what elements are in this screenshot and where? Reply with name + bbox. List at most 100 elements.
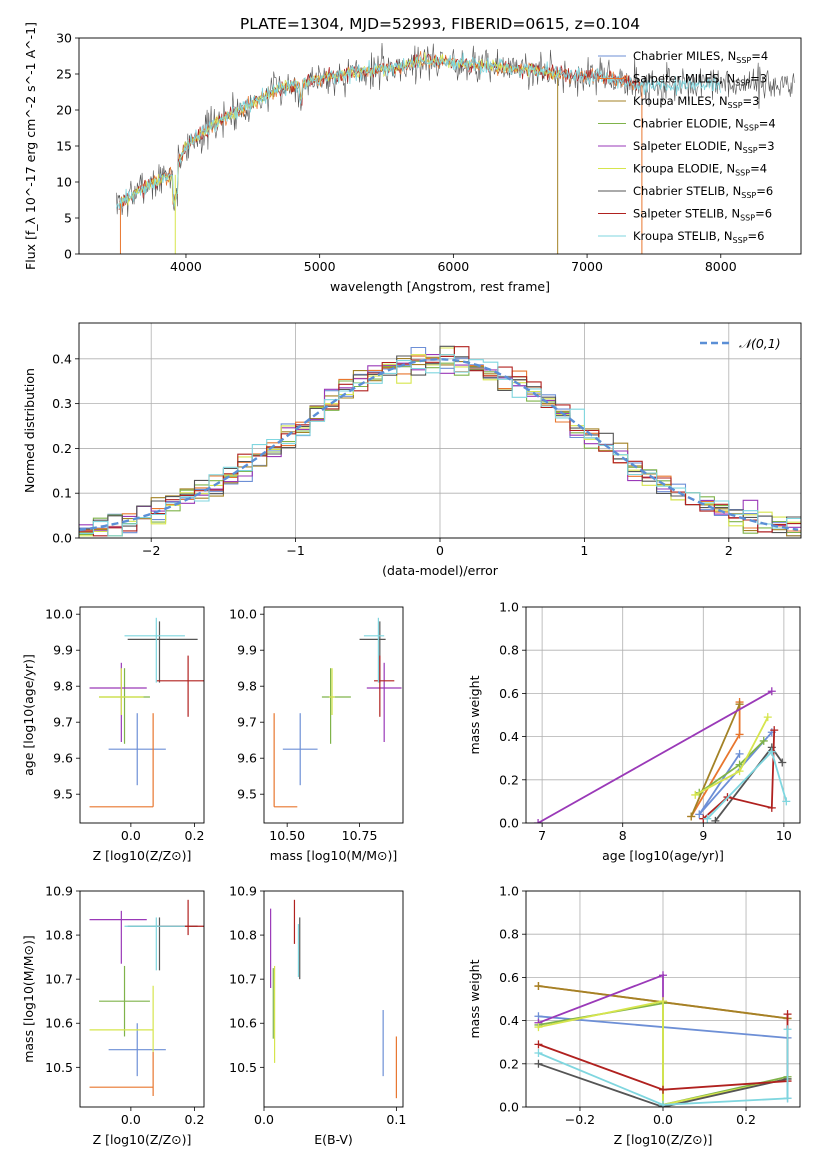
x-tick-label: 4000 (170, 259, 202, 274)
y-tick-label: 10.6 (229, 1016, 257, 1031)
age_vs_mass-axes: 10.50 10.75 9.5 9.6 9.7 9.8 9.9 10.0 mass [log10… (229, 607, 397, 863)
x-tick-label: 0.1 (386, 1112, 406, 1127)
weight-marker-salpeter-stelib (767, 803, 776, 812)
weight-marker-kroupa-stelib (659, 1100, 667, 1107)
legend-label-kroupa-stelib: Kroupa STELIB, NSSP=6 (633, 229, 764, 245)
y-tick-label: 5 (64, 211, 72, 226)
y-tick-label: 0.4 (499, 1013, 519, 1028)
x-tick-label: 1 (580, 543, 588, 558)
legend-nssp: =4 (751, 49, 768, 63)
y-tick-label: 0.2 (52, 441, 72, 456)
legend-sub: SSP (735, 169, 750, 178)
figure-title: PLATE=1304, MJD=52993, FIBERID=0615, z=0… (240, 15, 640, 33)
age_vs_Z-frame (79, 606, 205, 824)
legend-label-salpeter-elodie: Salpeter ELODIE, NSSP=3 (633, 139, 775, 155)
weight-marker-salpeter-elodie (534, 819, 543, 823)
x-axis-label: Z [log10(Z/Z⊙)] (93, 1132, 192, 1147)
weight-line-salpeter-stelib (702, 730, 776, 820)
mass_vs_EBV-points (270, 899, 397, 1099)
legend-label-normal: 𝒩(0,1) (739, 336, 781, 351)
weight-line-kroupa-stelib (538, 1029, 789, 1106)
weight-line-kroupa-elodie (538, 1000, 788, 1106)
weight_vs_age-lines (534, 687, 791, 823)
y-tick-label: 10.8 (45, 928, 73, 943)
weight-marker-salpeter-elodie (767, 687, 776, 696)
weight_vs_Z-axes: −0.2 0.0 0.2 0.0 0.2 0.4 0.6 0.8 1.0 Z [log10(Z/Z… (467, 884, 800, 1147)
weight-marker-salpeter-miles (735, 730, 744, 739)
legend-label-salpeter-stelib: Salpeter STELIB, NSSP=6 (633, 207, 772, 223)
weight-marker-chabrier-stelib (778, 758, 787, 767)
x-axis-label: age [log10(age/yr)] (602, 848, 724, 863)
age_vs_mass-frame (263, 606, 404, 824)
legend-sub: SSP (740, 214, 755, 223)
y-tick-label: 20 (56, 103, 72, 118)
y-tick-label: 10.8 (229, 928, 257, 943)
spectrum-legend: Chabrier MILES, NSSP=4 Salpeter MILES, NS… (598, 49, 776, 245)
mass_vs_Z-axes: 0.0 0.2 10.5 10.6 10.7 10.8 10.9 Z [log10(Z/Z⊙)… (21, 884, 204, 1148)
x-tick-label: 2 (725, 543, 733, 558)
mass_vs_EBV-frame (263, 890, 404, 1108)
weight-line-kroupa-miles (690, 703, 741, 817)
weight_vs_Z-lines (534, 971, 792, 1107)
y-tick-label: 9.9 (53, 643, 73, 658)
y-tick-label: 10.6 (45, 1016, 73, 1031)
x-axis-label: mass [log10(M/M⊙)] (270, 848, 398, 863)
x-tick-label: −0.2 (565, 1112, 595, 1127)
x-tick-label: 0.2 (185, 1112, 205, 1127)
spectrum-line-salpeter-stelib (118, 53, 641, 211)
legend-label-chabrier-miles: Chabrier MILES, NSSP=4 (633, 49, 768, 65)
y-axis-label: age [log10(age/yr)] (21, 654, 36, 776)
age_vs_mass-points (273, 617, 402, 808)
y-tick-label: 0.0 (499, 816, 519, 831)
legend-label-chabrier-stelib: Chabrier STELIB, NSSP=6 (633, 184, 773, 200)
x-tick-label: 0 (436, 543, 444, 558)
weight-marker-salpeter-stelib (783, 1010, 792, 1019)
y-axis-label: mass weight (467, 959, 482, 1038)
weight-marker-kroupa-stelib (782, 797, 791, 806)
legend-sub: SSP (735, 79, 750, 88)
y-tick-label: 9.7 (53, 715, 73, 730)
x-tick-label: 5000 (304, 259, 336, 274)
weight-marker-kroupa-stelib (534, 1049, 543, 1057)
y-tick-label: 10.0 (45, 607, 73, 622)
y-tick-label: 0.4 (499, 729, 519, 744)
y-tick-label: 9.7 (237, 715, 257, 730)
spectrum-frame (78, 37, 802, 255)
y-tick-label: 9.5 (53, 787, 73, 802)
y-tick-label: 10.0 (229, 607, 257, 622)
x-tick-label: −2 (142, 543, 160, 558)
y-tick-label: 1.0 (499, 884, 519, 899)
legend-nssp: =6 (756, 184, 773, 198)
y-tick-label: 0.6 (499, 970, 519, 985)
legend-nssp: =6 (748, 229, 765, 243)
legend-nssp: =3 (750, 72, 767, 86)
x-tick-label: 0.0 (254, 1112, 274, 1127)
x-tick-label: 10.50 (269, 828, 305, 843)
legend-sub: SSP (744, 124, 759, 133)
weight-marker-kroupa-elodie (735, 767, 744, 776)
y-tick-label: 10.5 (45, 1060, 73, 1075)
weight-marker-kroupa-elodie (763, 713, 772, 722)
weight-marker-chabrier-miles (695, 810, 704, 819)
y-axis-label: Normed distribution (22, 368, 37, 493)
legend-nssp: =4 (759, 117, 776, 131)
x-tick-label: 0.0 (653, 1112, 673, 1127)
x-tick-label: −1 (286, 543, 304, 558)
weight-marker-kroupa-elodie (691, 790, 700, 799)
weight-marker-salpeter-stelib (770, 726, 779, 735)
y-tick-label: 9.6 (237, 751, 257, 766)
weight_vs_Z-frame (525, 890, 801, 1108)
y-tick-label: 10.9 (45, 884, 73, 899)
x-tick-label: 10.75 (342, 828, 378, 843)
x-axis-label: (data-model)/error (382, 563, 499, 578)
y-tick-label: 9.6 (53, 751, 73, 766)
x-tick-label: 7000 (571, 259, 603, 274)
weight-marker-kroupa-elodie (659, 997, 667, 1006)
x-tick-label: 6000 (437, 259, 469, 274)
mass_vs_Z-points (89, 899, 204, 1096)
weight-marker-kroupa-stelib (783, 1094, 792, 1103)
weight-marker-chabrier-elodie (759, 736, 768, 745)
mass_vs_EBV-axes: 0.0 0.1 10.5 10.6 10.7 10.8 10.9 E(B-V) (229, 884, 406, 1148)
weight-marker-chabrier-stelib (711, 816, 720, 823)
y-tick-label: 10.5 (229, 1060, 257, 1075)
